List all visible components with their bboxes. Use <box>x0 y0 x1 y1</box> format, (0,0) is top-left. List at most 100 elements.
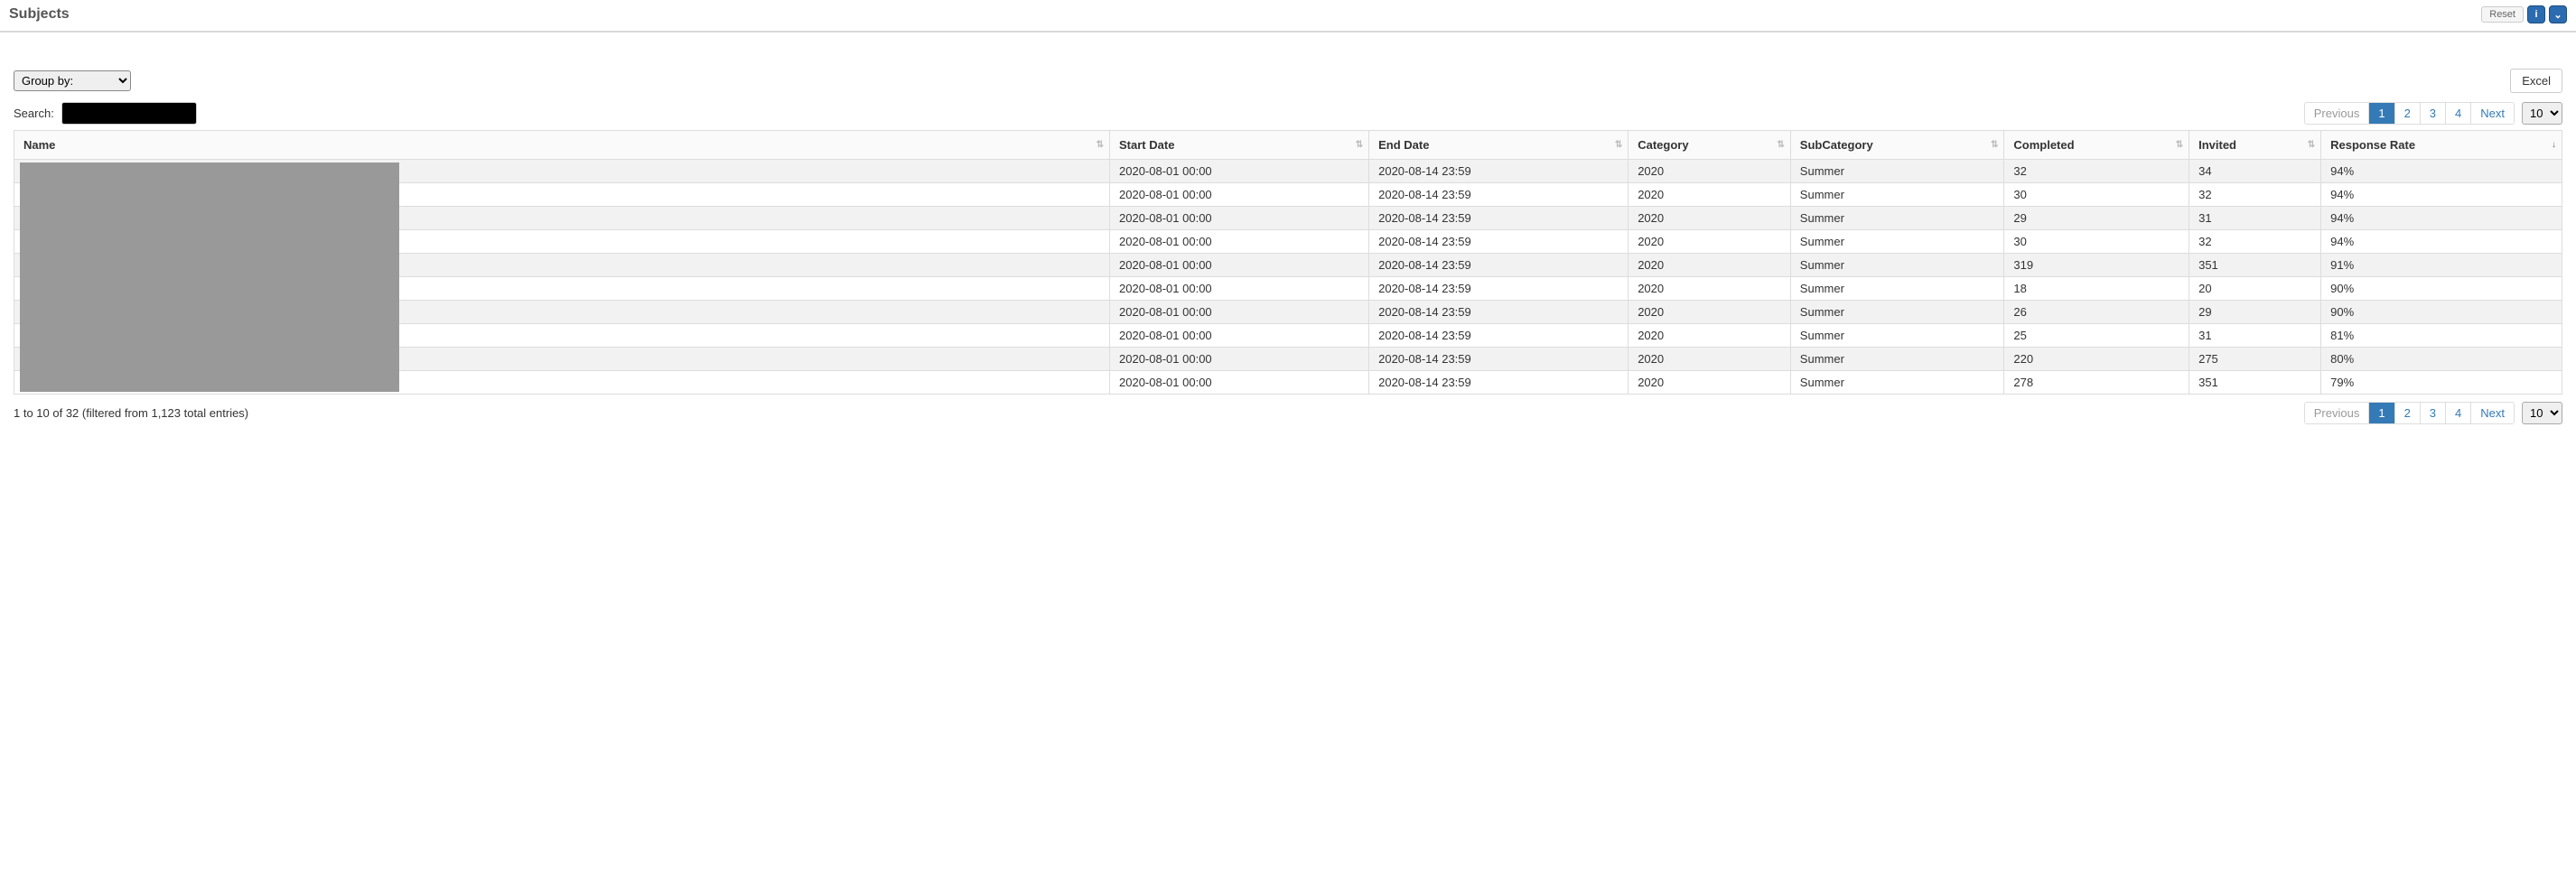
table-row[interactable]: 2020-08-01 00:002020-08-14 23:592020Summ… <box>14 301 2562 324</box>
pager-previous[interactable]: Previous <box>2305 403 2370 423</box>
cell-invited: 31 <box>2189 324 2321 348</box>
column-header-response[interactable]: Response Rate↓ <box>2321 131 2562 160</box>
table-row[interactable]: 2020-08-01 00:002020-08-14 23:592020Summ… <box>14 277 2562 301</box>
pager-page-3[interactable]: 3 <box>2421 403 2446 423</box>
sort-icon: ⇅ <box>1615 141 1622 150</box>
cell-subcategory: Summer <box>1790 301 2004 324</box>
cell-category: 2020 <box>1629 254 1791 277</box>
footer-info: 1 to 10 of 32 (filtered from 1,123 total… <box>14 406 248 420</box>
pager-next[interactable]: Next <box>2471 103 2514 124</box>
cell-response: 80% <box>2321 348 2562 371</box>
page-size-select-top[interactable]: 10 <box>2522 102 2562 125</box>
cell-invited: 20 <box>2189 277 2321 301</box>
cell-invited: 32 <box>2189 230 2321 254</box>
info-icon: i <box>2534 9 2537 20</box>
column-header-name[interactable]: Name⇅ <box>14 131 1110 160</box>
pager-page-2[interactable]: 2 <box>2395 103 2421 124</box>
cell-category: 2020 <box>1629 160 1791 183</box>
group-by-select[interactable]: Group by: <box>14 70 131 91</box>
table-row[interactable]: 2020-08-01 00:002020-08-14 23:592020Summ… <box>14 348 2562 371</box>
cell-name <box>14 371 1110 395</box>
cell-response: 90% <box>2321 277 2562 301</box>
column-header-subcategory[interactable]: SubCategory⇅ <box>1790 131 2004 160</box>
table-row[interactable]: 2020-08-01 00:002020-08-14 23:592020Summ… <box>14 207 2562 230</box>
cell-name <box>14 301 1110 324</box>
column-header-completed[interactable]: Completed⇅ <box>2004 131 2189 160</box>
cell-completed: 319 <box>2004 254 2189 277</box>
cell-category: 2020 <box>1629 348 1791 371</box>
data-table: Name⇅Start Date⇅End Date⇅Category⇅SubCat… <box>14 130 2562 395</box>
cell-response: 79% <box>2321 371 2562 395</box>
cell-category: 2020 <box>1629 301 1791 324</box>
cell-start: 2020-08-01 00:00 <box>1110 371 1369 395</box>
pager-page-2[interactable]: 2 <box>2395 403 2421 423</box>
cell-subcategory: Summer <box>1790 160 2004 183</box>
column-header-start[interactable]: Start Date⇅ <box>1110 131 1369 160</box>
column-header-end[interactable]: End Date⇅ <box>1369 131 1629 160</box>
cell-end: 2020-08-14 23:59 <box>1369 160 1629 183</box>
footer-right-controls: Previous1234Next 10 <box>2304 402 2562 424</box>
cell-subcategory: Summer <box>1790 183 2004 207</box>
cell-invited: 351 <box>2189 371 2321 395</box>
table-row[interactable]: 2020-08-01 00:002020-08-14 23:592020Summ… <box>14 324 2562 348</box>
controls-row: Search: Previous1234Next 10 <box>14 102 2562 125</box>
cell-start: 2020-08-01 00:00 <box>1110 230 1369 254</box>
cell-name <box>14 230 1110 254</box>
right-controls: Previous1234Next 10 <box>2304 102 2562 125</box>
info-button[interactable]: i <box>2527 5 2545 23</box>
search-input[interactable] <box>61 102 197 125</box>
cell-start: 2020-08-01 00:00 <box>1110 254 1369 277</box>
cell-subcategory: Summer <box>1790 348 2004 371</box>
cell-completed: 278 <box>2004 371 2189 395</box>
cell-start: 2020-08-01 00:00 <box>1110 207 1369 230</box>
cell-name <box>14 254 1110 277</box>
sort-icon: ⇅ <box>1097 141 1104 150</box>
cell-invited: 351 <box>2189 254 2321 277</box>
cell-invited: 32 <box>2189 183 2321 207</box>
cell-category: 2020 <box>1629 207 1791 230</box>
collapse-button[interactable]: ⌄ <box>2549 5 2567 23</box>
cell-name <box>14 277 1110 301</box>
sort-icon: ⇅ <box>1356 141 1363 150</box>
pager-page-4[interactable]: 4 <box>2446 403 2471 423</box>
content-area: Group by: Excel Search: Previous1234Next… <box>0 33 2576 433</box>
cell-end: 2020-08-14 23:59 <box>1369 301 1629 324</box>
sort-icon: ⇅ <box>2308 141 2315 150</box>
column-header-category[interactable]: Category⇅ <box>1629 131 1791 160</box>
pager-next[interactable]: Next <box>2471 403 2514 423</box>
pager-page-4[interactable]: 4 <box>2446 103 2471 124</box>
cell-end: 2020-08-14 23:59 <box>1369 277 1629 301</box>
search-wrap: Search: <box>14 102 197 125</box>
header-bar: Subjects Reset i ⌄ <box>0 0 2576 33</box>
cell-completed: 26 <box>2004 301 2189 324</box>
pager-page-1[interactable]: 1 <box>2369 103 2394 124</box>
pager-page-3[interactable]: 3 <box>2421 103 2446 124</box>
table-row[interactable]: 2020-08-01 00:002020-08-14 23:592020Summ… <box>14 254 2562 277</box>
cell-name <box>14 348 1110 371</box>
cell-invited: 31 <box>2189 207 2321 230</box>
excel-button[interactable]: Excel <box>2510 69 2562 93</box>
cell-subcategory: Summer <box>1790 230 2004 254</box>
column-header-invited[interactable]: Invited⇅ <box>2189 131 2321 160</box>
table-row[interactable]: 2020-08-01 00:002020-08-14 23:592020Summ… <box>14 183 2562 207</box>
cell-completed: 30 <box>2004 183 2189 207</box>
pager-page-1[interactable]: 1 <box>2369 403 2394 423</box>
page-size-select-bottom[interactable]: 10 <box>2522 402 2562 424</box>
table-row[interactable]: 2020-08-01 00:002020-08-14 23:592020Summ… <box>14 160 2562 183</box>
chevron-down-icon: ⌄ <box>2553 9 2562 21</box>
pager-previous[interactable]: Previous <box>2305 103 2370 124</box>
cell-start: 2020-08-01 00:00 <box>1110 324 1369 348</box>
table-row[interactable]: 2020-08-01 00:002020-08-14 23:592020Summ… <box>14 230 2562 254</box>
cell-name <box>14 324 1110 348</box>
cell-name <box>14 207 1110 230</box>
cell-end: 2020-08-14 23:59 <box>1369 207 1629 230</box>
cell-end: 2020-08-14 23:59 <box>1369 324 1629 348</box>
cell-category: 2020 <box>1629 230 1791 254</box>
header-actions: Reset i ⌄ <box>2481 5 2567 23</box>
cell-name <box>14 160 1110 183</box>
reset-button[interactable]: Reset <box>2481 6 2524 23</box>
cell-category: 2020 <box>1629 371 1791 395</box>
pager-top: Previous1234Next <box>2304 102 2515 125</box>
table-row[interactable]: 2020-08-01 00:002020-08-14 23:592020Summ… <box>14 371 2562 395</box>
cell-subcategory: Summer <box>1790 371 2004 395</box>
